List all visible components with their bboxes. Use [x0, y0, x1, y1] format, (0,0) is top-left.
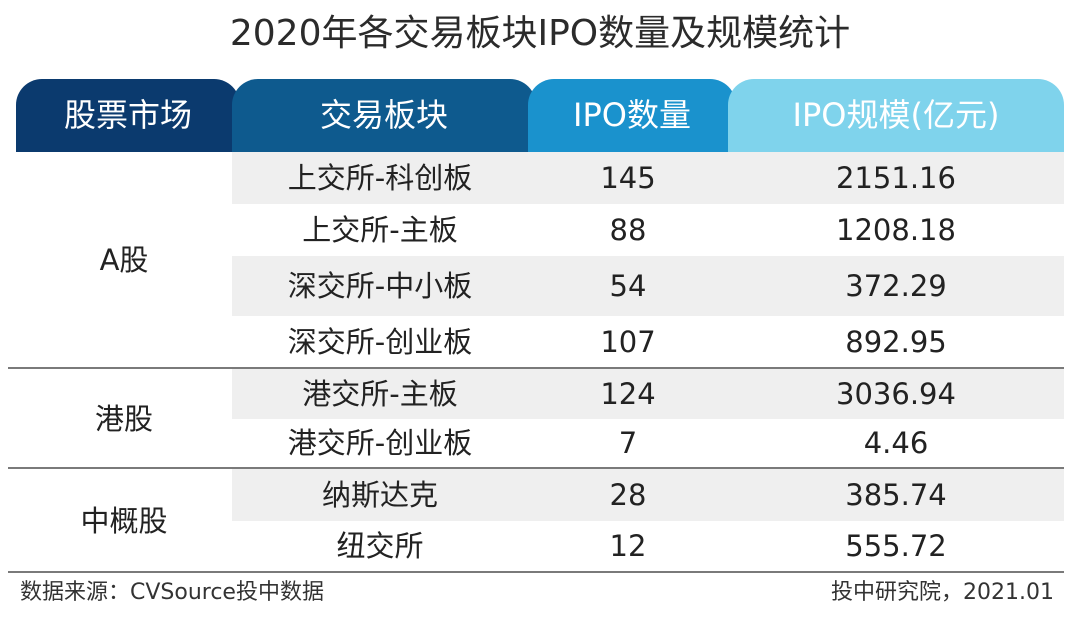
board-cell: 上交所-科创板	[287, 161, 473, 195]
group-divider	[8, 367, 1064, 369]
board-cell: 深交所-创业板	[287, 325, 473, 359]
table-row: 港交所-创业板 7 4.46	[232, 419, 1064, 467]
credit-note: 投中研究院，2021.01	[831, 580, 1054, 605]
count-cell: 54	[609, 269, 647, 303]
market-label-a-share: A股	[99, 243, 149, 277]
scale-cell: 385.74	[845, 478, 947, 512]
table-row: 纳斯达克 28 385.74	[232, 469, 1064, 521]
count-cell: 28	[609, 478, 647, 512]
board-cell: 深交所-中小板	[287, 269, 473, 303]
board-cell: 港交所-主板	[302, 377, 458, 411]
header-scale: IPO规模(亿元)	[728, 79, 1064, 152]
count-cell: 107	[600, 325, 656, 359]
market-label-china-concept: 中概股	[80, 504, 168, 538]
table-row: 港交所-主板 124 3036.94	[232, 369, 1064, 419]
count-cell: 88	[609, 213, 647, 247]
count-cell: 145	[600, 161, 656, 195]
group-divider	[8, 467, 1064, 469]
market-label-hk-share: 港股	[94, 402, 153, 436]
source-note: 数据来源：CVSource投中数据	[20, 580, 324, 605]
scale-cell: 1208.18	[836, 213, 956, 247]
header-market: 股票市场	[16, 79, 240, 152]
board-cell: 纽交所	[336, 529, 424, 563]
table-row: 纽交所 12 555.72	[232, 521, 1064, 571]
scale-cell: 892.95	[845, 325, 947, 359]
table-row: 深交所-创业板 107 892.95	[232, 316, 1064, 368]
scale-cell: 4.46	[863, 426, 929, 460]
table-row: 上交所-科创板 145 2151.16	[232, 152, 1064, 204]
scale-cell: 2151.16	[836, 161, 956, 195]
scale-cell: 3036.94	[836, 377, 956, 411]
table-row: 深交所-中小板 54 372.29	[232, 256, 1064, 316]
table-row: 上交所-主板 88 1208.18	[232, 204, 1064, 256]
count-cell: 7	[618, 426, 638, 460]
table-bottom-border	[8, 571, 1064, 573]
count-cell: 12	[609, 529, 647, 563]
header-board: 交易板块	[232, 79, 536, 152]
count-cell: 124	[600, 377, 656, 411]
board-cell: 港交所-创业板	[287, 426, 473, 460]
header-count: IPO数量	[528, 79, 736, 152]
scale-cell: 555.72	[845, 529, 947, 563]
scale-cell: 372.29	[845, 269, 947, 303]
page-title: 2020年各交易板块IPO数量及规模统计	[229, 13, 851, 54]
board-cell: 纳斯达克	[321, 478, 438, 512]
board-cell: 上交所-主板	[302, 213, 458, 247]
